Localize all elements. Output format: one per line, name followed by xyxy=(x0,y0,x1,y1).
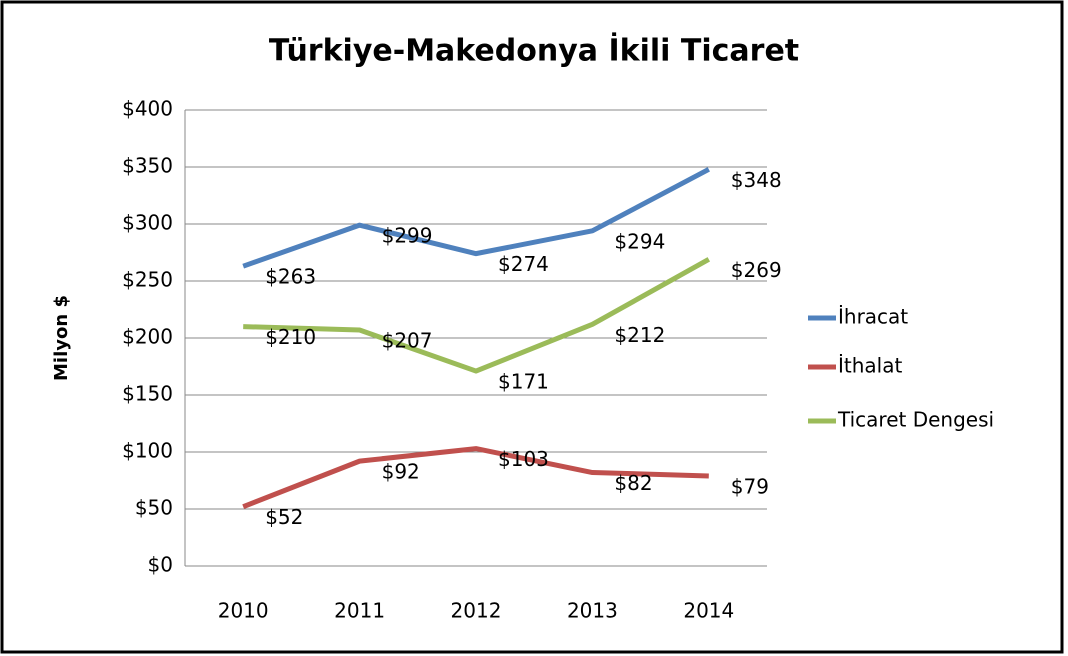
chart-title: Türkiye-Makedonya İkili Ticaret xyxy=(269,33,799,69)
data-label: $210 xyxy=(265,325,316,349)
y-tick-label: $50 xyxy=(135,496,173,520)
x-tick-label: 2013 xyxy=(567,599,618,623)
y-tick-label: $100 xyxy=(122,439,173,463)
y-tick-label: $350 xyxy=(122,154,173,178)
x-tick-label: 2014 xyxy=(683,599,734,623)
data-label: $269 xyxy=(731,258,782,282)
x-tick-label: 2010 xyxy=(218,599,269,623)
legend-label: Ticaret Dengesi xyxy=(837,408,994,432)
x-tick-label: 2012 xyxy=(451,599,502,623)
data-label: $92 xyxy=(382,460,420,484)
y-tick-label: $0 xyxy=(148,553,173,577)
y-tick-label: $250 xyxy=(122,268,173,292)
legend-label: İhracat xyxy=(838,305,908,329)
data-label: $171 xyxy=(498,370,549,394)
series-line xyxy=(243,257,711,374)
data-label: $52 xyxy=(265,505,303,529)
data-label: $103 xyxy=(498,447,549,471)
series-line xyxy=(242,167,710,269)
x-tick-label: 2011 xyxy=(334,599,385,623)
y-tick-label: $150 xyxy=(122,382,173,406)
y-tick-label: $400 xyxy=(122,97,173,121)
data-label: $263 xyxy=(265,265,316,289)
data-label: $79 xyxy=(731,474,769,498)
y-tick-label: $200 xyxy=(122,325,173,349)
data-label: $299 xyxy=(382,224,433,248)
data-label: $348 xyxy=(731,168,782,192)
data-label: $274 xyxy=(498,252,549,276)
data-label: $294 xyxy=(614,229,665,253)
y-tick-label: $300 xyxy=(122,211,173,235)
data-label: $212 xyxy=(614,323,665,347)
legend-label: İthalat xyxy=(838,354,902,378)
data-label: $207 xyxy=(382,329,433,353)
y-axis-label: Milyon $ xyxy=(51,295,72,381)
series-line xyxy=(242,446,709,510)
data-label: $82 xyxy=(614,471,652,495)
